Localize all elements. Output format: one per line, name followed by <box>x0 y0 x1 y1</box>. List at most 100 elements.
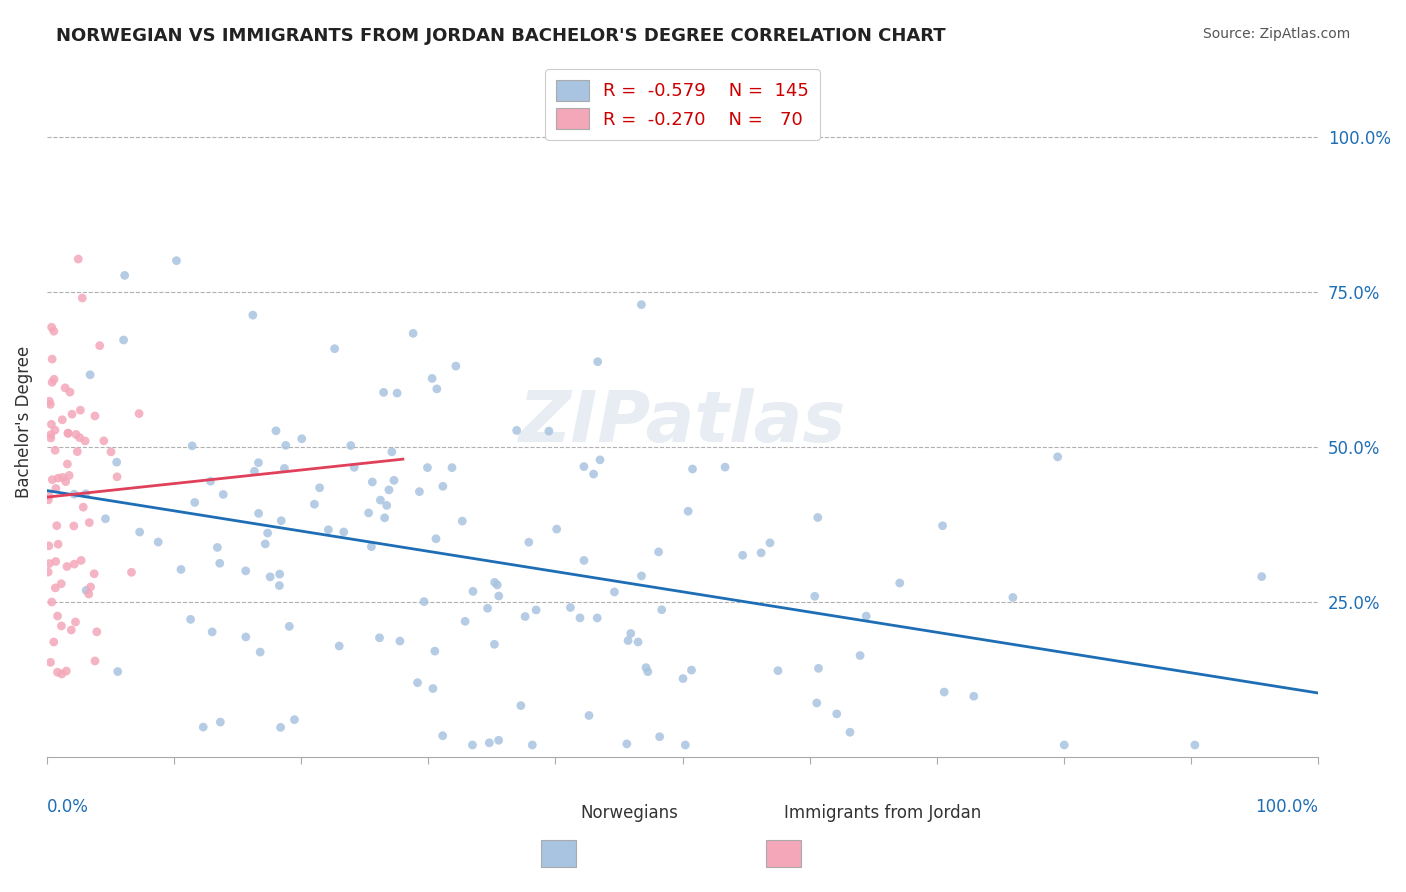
Point <box>235 564 257 578</box>
Point <box>478 736 501 750</box>
Point <box>100 445 122 459</box>
Point <box>41 352 63 367</box>
Point <box>546 522 568 536</box>
Point <box>44 443 66 458</box>
Point <box>484 575 506 590</box>
Point <box>406 675 429 690</box>
Point <box>332 524 354 539</box>
Point <box>343 460 366 475</box>
Point <box>42 372 65 386</box>
Point <box>806 696 828 710</box>
Point <box>617 633 640 648</box>
Point <box>374 511 396 525</box>
Point <box>60 623 83 637</box>
Point <box>41 417 63 432</box>
Point <box>75 487 97 501</box>
Point <box>44 581 66 595</box>
Point <box>432 479 454 493</box>
Point <box>488 589 510 603</box>
Point <box>63 557 86 571</box>
Point <box>209 714 232 729</box>
Point <box>308 481 330 495</box>
Point <box>855 609 877 624</box>
Point <box>586 611 609 625</box>
Point <box>42 324 65 338</box>
Point <box>107 665 129 679</box>
Point <box>648 730 671 744</box>
Legend: R =  -0.579    N =  145, R =  -0.270    N =   70: R = -0.579 N = 145, R = -0.270 N = 70 <box>546 70 820 140</box>
Point <box>537 424 560 438</box>
Point <box>304 497 326 511</box>
Point <box>212 487 235 501</box>
Point <box>41 376 63 390</box>
Point <box>39 397 62 411</box>
Point <box>38 394 60 409</box>
Point <box>378 483 401 497</box>
Point <box>181 439 204 453</box>
Point <box>413 594 436 608</box>
Point <box>1046 450 1069 464</box>
Point <box>58 468 80 483</box>
Point <box>603 585 626 599</box>
Point <box>45 518 67 533</box>
Point <box>60 407 83 421</box>
Point <box>53 381 76 395</box>
Point <box>105 470 128 484</box>
Point <box>148 535 170 549</box>
Point <box>432 729 454 743</box>
Point <box>39 427 62 442</box>
Point <box>45 554 67 568</box>
Text: Norwegians: Norwegians <box>581 805 679 822</box>
Point <box>105 455 128 469</box>
Point <box>647 545 669 559</box>
Point <box>55 664 77 678</box>
Point <box>46 537 69 551</box>
Point <box>488 733 510 747</box>
Point <box>461 738 484 752</box>
Point <box>283 713 305 727</box>
Point <box>382 474 405 488</box>
Point <box>247 507 270 521</box>
Point <box>682 462 704 476</box>
Point <box>77 587 100 601</box>
Point <box>370 493 392 508</box>
Point <box>72 500 94 515</box>
Point <box>69 431 91 445</box>
Point <box>41 595 63 609</box>
Point <box>75 583 97 598</box>
Point <box>408 484 430 499</box>
Point <box>94 512 117 526</box>
Point <box>166 253 188 268</box>
Point <box>440 460 463 475</box>
Point <box>128 524 150 539</box>
Text: 0.0%: 0.0% <box>46 797 89 815</box>
Point <box>84 654 107 668</box>
Point <box>200 474 222 488</box>
Point <box>66 444 89 458</box>
Point <box>517 535 540 549</box>
Point <box>51 667 73 681</box>
Point <box>38 489 60 503</box>
Point <box>201 624 224 639</box>
Point <box>79 580 101 594</box>
Point <box>67 252 90 266</box>
Point <box>180 612 202 626</box>
Point <box>524 603 547 617</box>
Point <box>37 492 59 507</box>
Point <box>79 368 101 382</box>
Point <box>934 685 956 699</box>
Point <box>454 615 477 629</box>
Point <box>477 601 499 615</box>
Point <box>589 453 612 467</box>
Point <box>931 518 953 533</box>
Point <box>328 639 350 653</box>
Point <box>37 565 59 579</box>
Point <box>56 559 79 574</box>
Point <box>247 456 270 470</box>
Point <box>318 523 340 537</box>
Point <box>451 514 474 528</box>
Point <box>291 432 314 446</box>
Point <box>651 603 673 617</box>
Point <box>83 566 105 581</box>
Point <box>425 532 447 546</box>
